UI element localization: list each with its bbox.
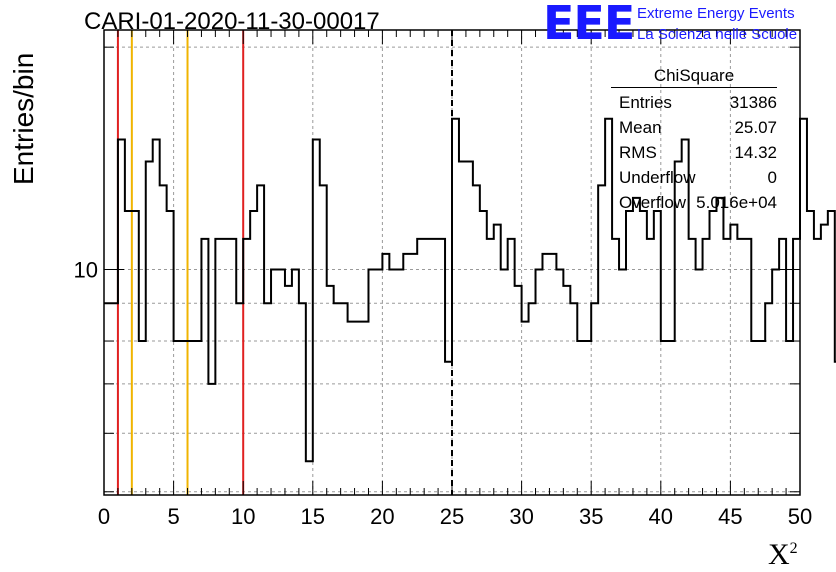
x-tick-label: 25	[440, 504, 464, 529]
x-axis-label-sup: 2	[789, 540, 798, 557]
stats-value: 14.32	[734, 143, 777, 162]
x-tick-label: 15	[301, 504, 325, 529]
x-tick-label: 50	[788, 504, 812, 529]
x-tick-label: 0	[98, 504, 110, 529]
x-axis-label-text: X	[768, 538, 790, 571]
tick-labels: 0 5 10 15 20 25 30 35 40 45 50 10	[74, 257, 813, 529]
stats-key: Entries	[619, 93, 672, 112]
stats-key: Underflow	[619, 168, 696, 187]
stats-row: RMS 14.32	[611, 140, 777, 165]
stats-divider	[611, 87, 777, 88]
stats-box: ChiSquare Entries 31386 Mean 25.07 RMS 14.3…	[611, 66, 777, 215]
stats-row: Overflow 5.016e+04	[611, 190, 777, 215]
stats-value: 31386	[729, 93, 777, 112]
x-tick-label: 10	[231, 504, 255, 529]
histogram-bins	[104, 117, 836, 463]
stats-row: Mean 25.07	[611, 115, 777, 140]
x-tick-label: 40	[649, 504, 673, 529]
eee-logo-text: Extreme Energy Events La Scienza nelle S…	[637, 3, 797, 45]
y-tick-label: 10	[74, 257, 98, 282]
stats-value: 0	[767, 168, 777, 187]
x-tick-label: 30	[509, 504, 533, 529]
eee-logo: EEE	[543, 0, 635, 50]
histogram-line	[104, 117, 836, 463]
y-axis-label: Entries/bin	[8, 52, 39, 185]
stats-row: Entries 31386	[611, 90, 777, 115]
logo-line-1: Extreme Energy Events	[637, 5, 795, 22]
x-axis-label: X2	[768, 538, 798, 572]
threshold-markers	[116, 30, 453, 495]
stats-key: RMS	[619, 143, 657, 162]
chart-title: CARI-01-2020-11-30-00017	[84, 8, 380, 35]
stats-row: Underflow 0	[611, 165, 777, 190]
stats-value: 5.016e+04	[696, 193, 777, 212]
logo-line-2: La Scienza nelle Scuole	[637, 26, 798, 43]
stats-title: ChiSquare	[653, 66, 735, 85]
axis-ticks	[103, 30, 801, 495]
x-tick-label: 5	[167, 504, 179, 529]
x-tick-label: 20	[370, 504, 394, 529]
x-tick-label: 45	[718, 504, 742, 529]
x-tick-label: 35	[579, 504, 603, 529]
stats-key: Overflow	[619, 193, 687, 212]
stats-value: 25.07	[734, 118, 777, 137]
stats-key: Mean	[619, 118, 662, 137]
